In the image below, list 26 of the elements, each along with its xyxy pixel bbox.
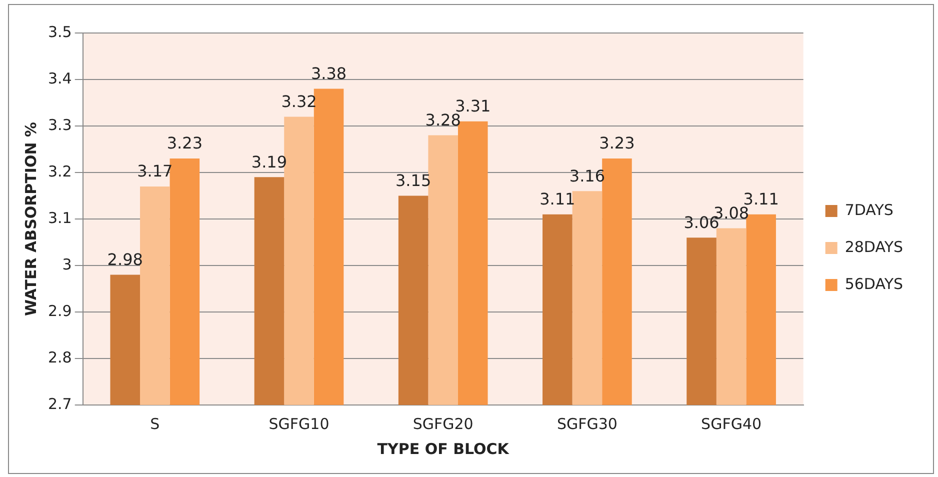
y-tick-label: 3.5 [48, 22, 72, 41]
y-tick-label: 2.8 [48, 348, 72, 366]
x-tick-label: SGFG30 [556, 414, 618, 433]
data-label: 3.23 [599, 134, 635, 153]
legend-label: 7DAYS [844, 200, 894, 219]
y-tick-label: 3.2 [48, 162, 72, 180]
x-tick-label: SGFG10 [268, 414, 330, 433]
x-tick-label: S [150, 414, 160, 433]
data-label: 3.38 [310, 64, 347, 83]
legend-label: 28DAYS [844, 238, 903, 256]
data-label: 2.98 [107, 250, 143, 269]
data-label: 3.15 [396, 170, 432, 190]
x-tick-label: SGFG20 [412, 414, 474, 433]
y-tick-label: 3 [62, 255, 72, 274]
legend-label: 56DAYS [844, 274, 903, 293]
data-label: 3.19 [251, 152, 288, 172]
y-tick-label: 3.4 [48, 69, 72, 88]
x-axis-title: TYPE OF BLOCK [377, 440, 510, 458]
y-axis-title: WATER ABSORPTION % [22, 122, 40, 316]
y-tick-label: 2.9 [48, 302, 72, 320]
data-label: 3.11 [540, 190, 576, 209]
y-tick-label: 2.7 [48, 394, 72, 413]
y-tick-label: 3.1 [48, 208, 72, 227]
data-label: 3.23 [166, 134, 202, 153]
x-tick-label: SGFG40 [701, 414, 762, 433]
y-tick-label: 3.3 [48, 116, 72, 134]
